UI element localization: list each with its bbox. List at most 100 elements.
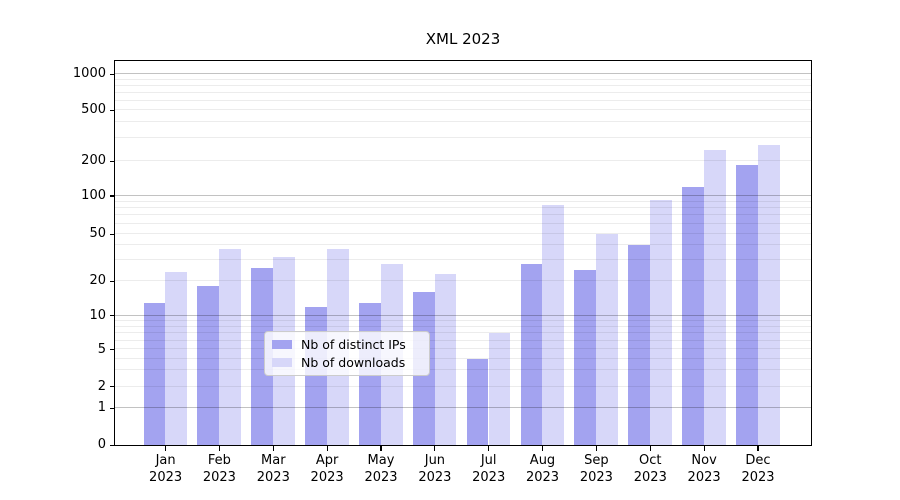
gridline-minor [115, 319, 811, 321]
y-tick [109, 160, 114, 162]
gridline-minor [115, 160, 811, 161]
x-tick [703, 446, 705, 451]
bar-nb-of-downloads-feb-2023 [219, 249, 242, 445]
x-tick-label: Apr 2023 [310, 453, 344, 485]
x-tick [541, 446, 544, 451]
x-tick [380, 446, 382, 451]
gridline-minor [115, 99, 811, 101]
gridline-major [115, 407, 811, 409]
gridline-minor [115, 121, 811, 123]
bar-nb-of-downloads-jul-2023 [488, 333, 511, 445]
gridline-major [115, 194, 811, 196]
bar-nb-of-downloads-oct-2023 [650, 199, 672, 445]
gridline-minor [115, 280, 811, 281]
x-tick-label: Mar 2023 [256, 453, 290, 485]
bar-nb-of-downloads-aug-2023 [542, 204, 565, 445]
y-tick [109, 280, 114, 282]
chart-title: XML 2023 [425, 30, 501, 48]
x-tick [165, 446, 167, 451]
gridline-minor [115, 385, 811, 387]
gridline-minor [115, 91, 811, 93]
bar-nb-of-distinct-ips-jul-2023 [466, 358, 489, 445]
x-tick [488, 446, 490, 451]
legend-label-distinct-ips: Nb of distinct IPs [301, 336, 406, 352]
gridline-minor [115, 325, 811, 327]
y-tick-label: 0 [97, 437, 106, 453]
x-tick-label: Dec 2023 [741, 453, 775, 485]
gridline-minor [115, 84, 811, 86]
y-tick [109, 444, 114, 446]
gridline-minor [115, 200, 811, 202]
y-tick-label: 500 [81, 102, 106, 118]
gridline-major [115, 73, 811, 74]
bar-nb-of-downloads-jan-2023 [165, 271, 188, 445]
legend-label-downloads: Nb of downloads [301, 355, 406, 371]
x-tick-label: Jun 2023 [418, 453, 452, 485]
gridline-major [115, 314, 811, 316]
y-tick [109, 386, 114, 388]
x-tick-label: May 2023 [364, 453, 398, 485]
gridline-minor [115, 137, 811, 139]
gridline-minor [115, 222, 811, 224]
y-tick [109, 233, 114, 235]
gridline-minor [115, 348, 811, 350]
gridline-minor [115, 244, 811, 246]
y-tick [109, 349, 114, 351]
y-tick-label: 1 [97, 400, 106, 416]
y-tick-label: 2 [97, 378, 106, 394]
bar-nb-of-downloads-jun-2023 [434, 273, 457, 445]
gridline-minor [115, 259, 811, 261]
gridline-minor [115, 109, 811, 110]
y-tick-label: 20 [89, 273, 106, 289]
y-tick-label: 200 [81, 153, 106, 169]
gridline-minor [115, 214, 811, 216]
x-tick [434, 446, 436, 451]
bar-nb-of-downloads-dec-2023 [757, 144, 780, 445]
bar-nb-of-downloads-sep-2023 [596, 234, 618, 445]
x-tick-label: Jul 2023 [472, 453, 506, 485]
gridline-minor [115, 233, 811, 234]
bar-nb-of-distinct-ips-dec-2023 [735, 164, 758, 445]
y-tick-label: 10 [89, 307, 106, 323]
bar-nb-of-downloads-nov-2023 [703, 149, 726, 445]
bar-nb-of-distinct-ips-oct-2023 [628, 245, 651, 445]
bar-nb-of-distinct-ips-mar-2023 [251, 267, 274, 445]
x-tick [326, 446, 328, 451]
bar-nb-of-distinct-ips-nov-2023 [682, 186, 704, 445]
gridline-minor [115, 78, 811, 80]
legend: Nb of distinct IPs Nb of downloads [264, 331, 430, 376]
legend-item-downloads: Nb of downloads [272, 355, 422, 370]
x-tick [218, 446, 220, 451]
gridline-minor [115, 332, 811, 333]
y-tick [109, 109, 114, 111]
gridline-minor [115, 339, 811, 341]
plot-area [114, 60, 812, 446]
gridline-minor [115, 207, 811, 209]
y-tick [109, 195, 114, 197]
gridline-minor [115, 369, 811, 371]
y-tick [109, 73, 114, 75]
x-tick [272, 446, 274, 451]
y-tick-label: 50 [89, 226, 106, 242]
x-tick [595, 446, 597, 451]
y-tick [109, 407, 114, 409]
x-tick-label: Aug 2023 [525, 453, 560, 485]
legend-swatch-downloads [272, 358, 292, 368]
x-tick [649, 446, 651, 451]
y-tick-label: 5 [97, 341, 106, 357]
x-tick-label: Nov 2023 [687, 453, 721, 485]
bar-nb-of-distinct-ips-jan-2023 [143, 302, 166, 445]
x-tick-label: Feb 2023 [202, 453, 236, 485]
x-tick-label: Jan 2023 [149, 453, 183, 485]
y-tick-label: 1000 [72, 66, 106, 82]
bar-nb-of-distinct-ips-sep-2023 [574, 269, 597, 445]
y-tick-label: 100 [81, 188, 106, 203]
legend-swatch-distinct-ips [272, 339, 292, 349]
y-tick [109, 315, 114, 317]
bar-nb-of-distinct-ips-feb-2023 [197, 286, 220, 445]
x-tick-label: Oct 2023 [633, 453, 667, 485]
bar-nb-of-distinct-ips-aug-2023 [520, 263, 543, 445]
legend-item-distinct-ips: Nb of distinct IPs [272, 337, 422, 352]
x-tick [757, 446, 759, 451]
